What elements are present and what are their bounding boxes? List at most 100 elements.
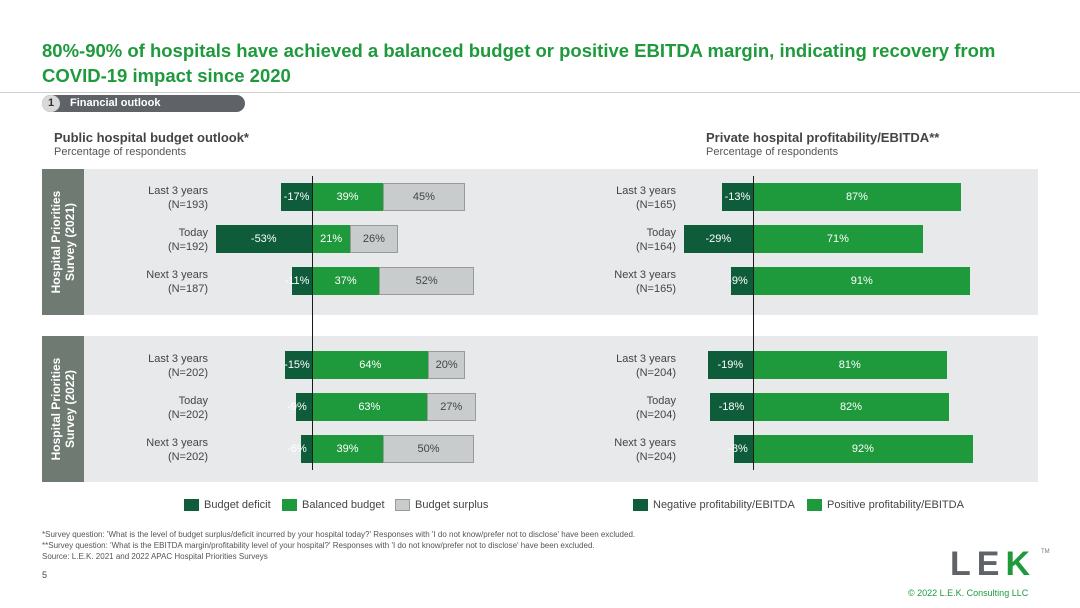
public-2021-today-deficit-value: -53%	[250, 233, 277, 245]
public-2022-today-label: Today (N=202)	[28, 394, 208, 422]
private-2022-last-3-years-negative-value: -19%	[717, 359, 744, 371]
public-2022-today-deficit-value: -9%	[287, 401, 307, 413]
private-2022-last-3-years-negative-bar	[707, 351, 753, 379]
public-2022-last-3-years-surplus-bar	[428, 351, 465, 379]
row-period: Next 3 years	[614, 437, 676, 449]
private-2021-today-positive-bar	[753, 225, 923, 253]
public-chart-subtitle: Percentage of respondents	[54, 146, 187, 158]
row-sample-size: (N=204)	[635, 451, 676, 463]
private-2021-last-3-years-positive-bar	[753, 183, 961, 211]
private-2021-today-label: Today (N=164)	[496, 226, 676, 254]
legend-label-positive: Positive profitability/EBITDA	[827, 499, 964, 511]
public-2022-today-balanced-value: 63%	[358, 401, 381, 413]
logo-letter-l: L	[950, 545, 977, 583]
private-2022-last-3-years-label: Last 3 years (N=204)	[496, 352, 676, 380]
public-2021-last-3-years-balanced-bar	[312, 183, 383, 211]
row-period: Next 3 years	[614, 269, 676, 281]
page-title: 80%-90% of hospitals have achieved a bal…	[42, 40, 996, 86]
public-2022-today-surplus-bar	[426, 393, 476, 421]
row-sample-size: (N=204)	[635, 367, 676, 379]
page-number: 5	[42, 570, 48, 580]
public-2021-last-3-years-surplus-value: 45%	[412, 191, 435, 203]
legend-label-budget-surplus: Budget surplus	[415, 499, 489, 511]
row-period: Today	[646, 395, 676, 407]
private-2021-next-3-years-negative-value: -9%	[728, 275, 748, 287]
private-2021-last-3-years-label: Last 3 years (N=165)	[496, 184, 676, 212]
public-chart-title: Public hospital budget outlook*	[54, 130, 249, 145]
row-sample-size: (N=192)	[167, 241, 208, 253]
public-2022-last-3-years-label: Last 3 years (N=202)	[28, 352, 208, 380]
private-2022-today-positive-value: 82%	[839, 401, 862, 413]
section-number: 1	[42, 95, 60, 112]
survey-band-2021: Hospital Priorities Survey (2021)	[42, 169, 84, 315]
public-2021-today-balanced-bar	[312, 225, 351, 253]
private-2022-last-3-years-positive-bar	[753, 351, 947, 379]
private-2022-next-3-years-label: Next 3 years (N=204)	[496, 436, 676, 464]
private-chart-title: Private hospital profitability/EBITDA**	[706, 130, 940, 145]
public-2022-today-surplus-value: 27%	[440, 401, 463, 413]
public-2022-today-balanced-bar	[312, 393, 427, 421]
row-sample-size: (N=202)	[167, 367, 208, 379]
public-2021-today-label: Today (N=192)	[28, 226, 208, 254]
public-2022-last-3-years-balanced-bar	[312, 351, 429, 379]
private-2021-next-3-years-positive-bar	[753, 267, 971, 295]
private-2022-next-3-years-negative-bar	[733, 435, 753, 463]
public-2021-next-3-years-surplus-value: 52%	[415, 275, 438, 287]
public-2021-today-deficit-bar	[215, 225, 312, 253]
public-2022-next-3-years-deficit-value: -6%	[287, 443, 307, 455]
row-sample-size: (N=204)	[635, 409, 676, 421]
private-2022-next-3-years-negative-value: -8%	[728, 443, 748, 455]
row-sample-size: (N=202)	[167, 451, 208, 463]
public-2021-next-3-years-surplus-bar	[379, 267, 474, 295]
trademark-mark: TM	[1041, 549, 1050, 555]
legend-swatch-positive	[807, 499, 822, 511]
footnote-private: **Survey question: 'What is the EBITDA m…	[42, 541, 595, 550]
private-2022-today-positive-bar	[753, 393, 949, 421]
public-2022-next-3-years-surplus-bar	[382, 435, 474, 463]
private-2021-last-3-years-negative-bar	[721, 183, 753, 211]
public-2021-next-3-years-balanced-bar	[312, 267, 380, 295]
public-2022-last-3-years-balanced-value: 64%	[359, 359, 382, 371]
public-2021-last-3-years-deficit-value: -17%	[283, 191, 310, 203]
private-2021-next-3-years-label: Next 3 years (N=165)	[496, 268, 676, 296]
copyright-text: © 2022 L.E.K. Consulting LLC	[908, 588, 1029, 598]
legend-label-budget-deficit: Budget deficit	[204, 499, 271, 511]
public-2022-next-3-years-deficit-bar	[301, 435, 312, 463]
section-label: Financial outlook	[70, 97, 161, 109]
public-2022-next-3-years-label: Next 3 years (N=202)	[28, 436, 208, 464]
public-2021-next-3-years-label: Next 3 years (N=187)	[28, 268, 208, 296]
public-2022-last-3-years-deficit-bar	[284, 351, 312, 379]
public-2021-last-3-years-balanced-value: 39%	[336, 191, 359, 203]
private-2022-today-label: Today (N=204)	[496, 394, 676, 422]
row-sample-size: (N=193)	[167, 199, 208, 211]
lek-logo: LEK	[950, 546, 1036, 582]
public-2022-last-3-years-deficit-value: -15%	[284, 359, 310, 371]
public-2021-next-3-years-balanced-value: 37%	[334, 275, 357, 287]
public-2021-next-3-years-deficit-bar	[291, 267, 312, 295]
public-2021-last-3-years-surplus-bar	[382, 183, 465, 211]
row-period: Today	[178, 395, 208, 407]
legend-label-negative: Negative profitability/EBITDA	[653, 499, 795, 511]
row-sample-size: (N=165)	[635, 283, 676, 295]
row-period: Last 3 years	[616, 353, 676, 365]
private-zero-axis	[753, 176, 754, 470]
private-2021-last-3-years-positive-value: 87%	[845, 191, 868, 203]
public-2022-today-deficit-bar	[295, 393, 312, 421]
private-chart-subtitle: Percentage of respondents	[706, 146, 839, 158]
row-period: Next 3 years	[146, 437, 208, 449]
row-period: Last 3 years	[148, 353, 208, 365]
public-2021-today-surplus-value: 26%	[362, 233, 385, 245]
row-period: Last 3 years	[148, 185, 208, 197]
legend-swatch-budget-surplus	[395, 499, 410, 511]
legend-swatch-balanced-budget	[282, 499, 297, 511]
public-2021-today-surplus-bar	[350, 225, 398, 253]
public-zero-axis	[312, 176, 313, 470]
logo-letter-e: E	[976, 545, 1006, 583]
public-2021-next-3-years-deficit-value: -11%	[284, 275, 310, 287]
footnote-source: Source: L.E.K. 2021 and 2022 APAC Hospit…	[42, 552, 268, 561]
private-2022-today-negative-bar	[709, 393, 753, 421]
header-divider	[0, 92, 1080, 93]
public-2021-last-3-years-deficit-bar	[281, 183, 312, 211]
legend-swatch-budget-deficit	[184, 499, 199, 511]
public-2022-next-3-years-balanced-value: 39%	[336, 443, 359, 455]
